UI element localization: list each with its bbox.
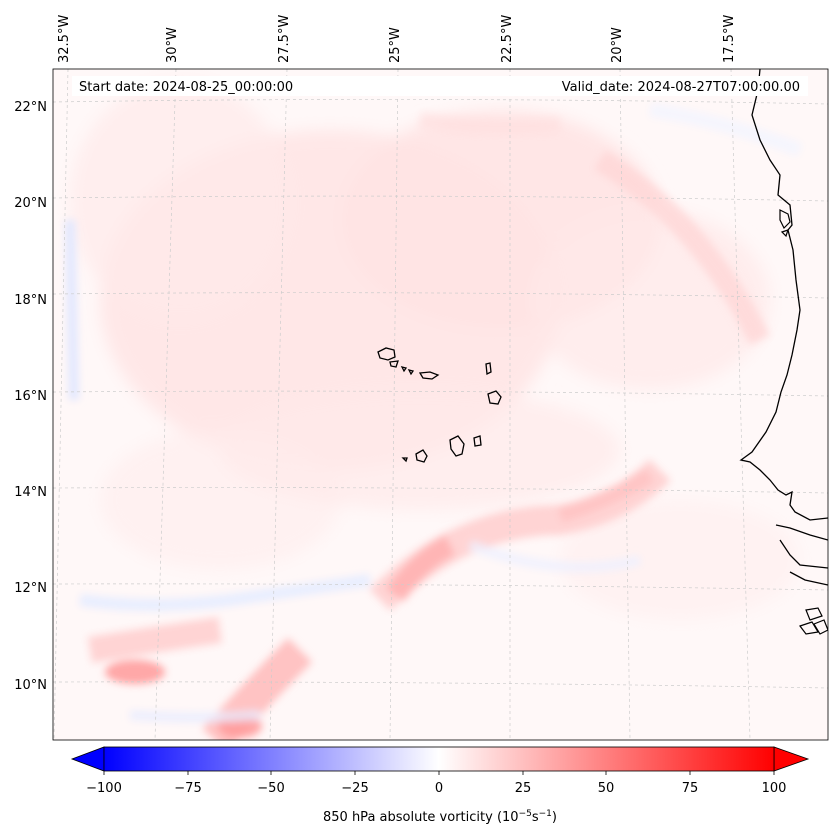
colorbar-label-unit: s [532,810,539,825]
lat-label: 14°N [14,485,47,500]
lon-label: 30°W [165,27,180,63]
map-panel: Start date: 2024-08-25_00:00:00 Valid_da… [52,68,829,741]
date-header: Start date: 2024-08-25_00:00:00 Valid_da… [72,76,808,96]
colorbar: −100 −75 −50 −25 0 25 50 75 100 850 hPa … [70,746,810,825]
lat-label: 16°N [14,389,47,404]
colorbar-label-main: 850 hPa absolute vorticity (10 [323,810,519,825]
lon-label: 27.5°W [277,15,292,63]
colorbar-extend-low [70,746,105,772]
colorbar-extend-high [773,746,810,772]
lon-label: 17.5°W [722,15,737,63]
coastline-islands [779,209,828,635]
lat-label: 20°N [14,196,47,211]
colorbar-tick-label: −75 [174,781,201,796]
gridlines [53,69,828,740]
colorbar-label-end: ) [552,810,557,825]
lat-label: 18°N [14,293,47,308]
lat-label: 12°N [14,581,47,596]
colorbar-tick-marks [103,771,775,775]
header-background [72,76,808,96]
colorbar-gradient [103,746,775,772]
lon-label: 22.5°W [500,15,515,63]
longitude-labels: 32.5°W 30°W 27.5°W 25°W 22.5°W 20°W 17.5… [57,15,737,63]
colorbar-tick-label: −25 [341,781,368,796]
colorbar-tick-label: 100 [762,781,787,796]
cape-verde-islands [377,347,502,463]
valid-date-label: Valid_date: 2024-08-27T07:00:00.00 [562,80,800,95]
map-frame [52,68,829,741]
coastline-africa [739,69,828,586]
colorbar-label-exponent-2: −1 [539,809,552,819]
colorbar-tick-label: −100 [86,781,122,796]
start-date-label: Start date: 2024-08-25_00:00:00 [79,80,293,95]
colorbar-label: 850 hPa absolute vorticity (10−5s−1) [323,809,557,825]
vorticity-field [65,80,803,740]
colorbar-tick-label: 50 [598,781,615,796]
colorbar-label-exponent-1: −5 [519,809,532,819]
lat-label: 10°N [14,678,47,693]
colorbar-tick-label: −50 [257,781,284,796]
lon-label: 25°W [388,27,403,63]
colorbar-tick-labels: −100 −75 −50 −25 0 25 50 75 100 [86,781,786,796]
lat-label: 22°N [14,100,47,115]
colorbar-tick-label: 25 [515,781,532,796]
lon-label: 20°W [610,27,625,63]
latitude-labels: 22°N 20°N 18°N 16°N 14°N 12°N 10°N [14,100,47,693]
colorbar-tick-label: 0 [435,781,443,796]
colorbar-tick-label: 75 [682,781,699,796]
lon-label: 32.5°W [57,15,72,63]
